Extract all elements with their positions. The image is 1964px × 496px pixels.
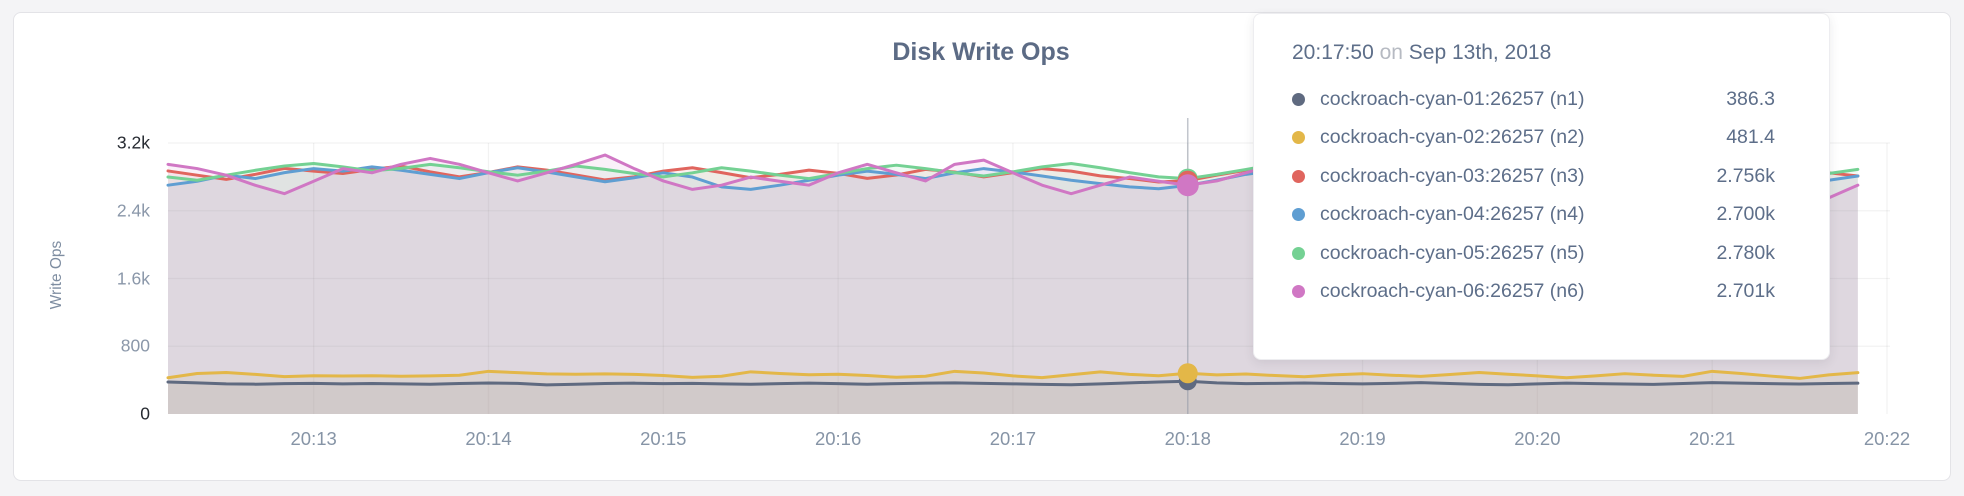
series-area-n1 [168,381,1858,414]
tooltip-series-row: cockroach-cyan-03:26257 (n3) 2.756k [1292,157,1775,196]
tooltip-conjunction: on [1379,41,1403,64]
series-line-n1 [166,379,1860,387]
tooltip-series-row: cockroach-cyan-06:26257 (n6) 2.701k [1292,273,1775,312]
tooltip-date: Sep 13th, 2018 [1408,41,1552,64]
series-value: 2.756k [1716,164,1775,187]
x-tick-label: 20:19 [1339,428,1386,449]
series-color-dot [1292,285,1305,299]
series-value: 481.4 [1726,126,1775,149]
x-tick-label: 20:17 [989,428,1037,449]
tooltip-series-row: cockroach-cyan-01:26257 (n1) 386.3 [1292,80,1775,119]
y-tick-label: 1.6k [116,268,150,288]
series-label: cockroach-cyan-01:26257 (n1) [1320,87,1585,110]
tooltip-header: 20:17:50 on Sep 13th, 2018 [1292,40,1775,66]
series-color-dot [1292,208,1305,222]
hover-point-n6 [1176,174,1199,197]
series-value: 2.701k [1716,280,1775,303]
series-label: cockroach-cyan-05:26257 (n5) [1320,241,1585,264]
x-tick-label: 20:15 [640,428,687,449]
series-color-dot [1292,246,1305,260]
hover-point-n2 [1177,363,1198,384]
y-tick-label: 2.4k [116,200,150,221]
tooltip-series-row: cockroach-cyan-02:26257 (n2) 481.4 [1292,119,1775,158]
series-color-dot [1292,169,1305,183]
series-color-dot [1292,92,1305,106]
y-tick-label: 0 [140,403,150,424]
series-label: cockroach-cyan-02:26257 (n2) [1320,126,1585,149]
y-tick-label: 800 [120,335,150,356]
series-value: 386.3 [1726,87,1775,110]
y-tick-label: 3.2k [116,132,150,153]
y-axis-label: Write Ops [48,240,65,310]
x-tick-label: 20:18 [1164,428,1211,449]
x-tick-label: 20:13 [290,428,337,449]
tooltip-series-row: cockroach-cyan-04:26257 (n4) 2.700k [1292,196,1775,235]
chart-title: Disk Write Ops [892,38,1070,66]
x-tick-label: 20:20 [1514,428,1561,449]
series-color-dot [1292,131,1305,145]
series-line-n2 [166,369,1860,380]
x-tick-label: 20:22 [1863,428,1911,449]
series-value: 2.780k [1716,241,1775,264]
series-value: 2.700k [1716,203,1775,226]
series-label: cockroach-cyan-03:26257 (n3) [1320,164,1585,187]
tooltip-series-row: cockroach-cyan-05:26257 (n5) 2.780k [1292,234,1775,273]
hover-points [1176,168,1199,391]
series-label: cockroach-cyan-06:26257 (n6) [1320,280,1585,303]
x-tick-label: 20:16 [814,428,862,449]
x-tick-label: 20:21 [1689,428,1736,449]
tooltip-time: 20:17:50 [1292,41,1374,64]
series-label: cockroach-cyan-04:26257 (n4) [1320,203,1585,226]
tooltip-rows: cockroach-cyan-01:26257 (n1) 386.3 cockroa… [1292,80,1775,311]
x-tick-label: 20:14 [465,428,512,449]
hover-tooltip: 20:17:50 on Sep 13th, 2018 cockroach-cya… [1253,13,1830,360]
